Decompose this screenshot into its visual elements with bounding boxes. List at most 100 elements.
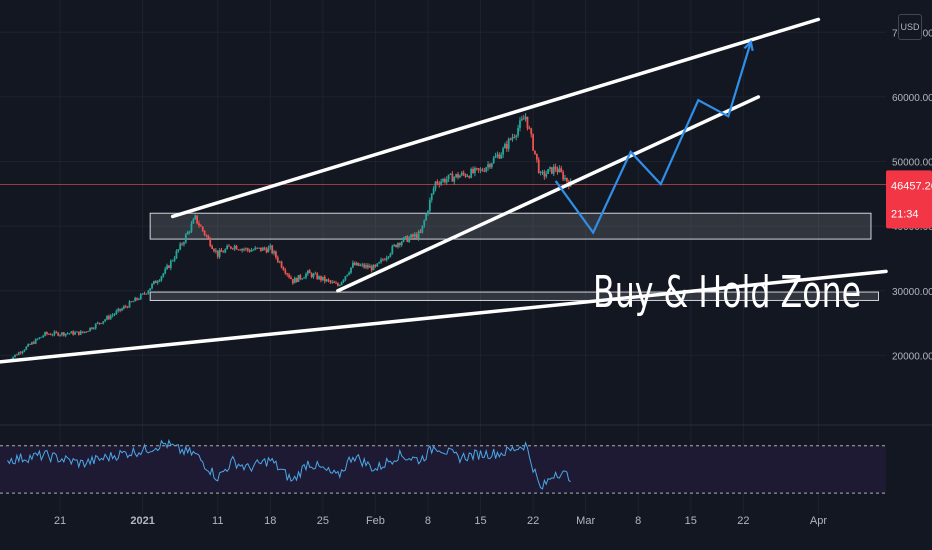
candle [455, 173, 458, 179]
candle-body [177, 249, 180, 252]
candle-body [168, 265, 170, 268]
candle-body [153, 281, 155, 284]
candle [522, 114, 525, 120]
candle-body [541, 171, 544, 173]
candle [348, 271, 351, 276]
candle-body [201, 226, 204, 231]
candle [338, 284, 341, 287]
candle [410, 233, 412, 239]
candle-body [186, 231, 189, 235]
candle [87, 330, 90, 332]
candle [199, 224, 202, 227]
candle-body [509, 138, 512, 140]
candle [293, 276, 296, 284]
candle-body [410, 234, 412, 238]
candle-body [181, 243, 183, 245]
time-axis[interactable]: 21 2021 11 18 25 Feb 8 15 22 Mar 8 15 22 Apr [54, 515, 827, 527]
candle-body [288, 274, 290, 278]
candle-body [549, 167, 551, 170]
candle [483, 167, 486, 173]
candle [398, 242, 401, 248]
candle [376, 263, 379, 267]
candle [336, 282, 339, 287]
candle [115, 309, 118, 315]
candle [470, 167, 473, 179]
candle [168, 265, 170, 269]
candle [443, 177, 446, 184]
candle [166, 263, 168, 270]
candle [109, 314, 112, 321]
candle [211, 244, 214, 250]
candle [258, 247, 260, 249]
candle [295, 277, 298, 283]
candle [321, 276, 324, 281]
currency-button[interactable]: USD [898, 14, 922, 40]
candle-body [256, 247, 259, 249]
candle [128, 300, 131, 308]
candle [509, 137, 512, 141]
candle [72, 330, 75, 336]
candle-body [14, 354, 16, 357]
candle [299, 273, 302, 281]
badge-background [886, 170, 932, 229]
candle-body [336, 283, 339, 286]
candle-body [372, 264, 375, 271]
candle-body [535, 153, 538, 160]
trend-lines [0, 17, 888, 364]
candle [306, 269, 309, 276]
candle-body [130, 301, 133, 303]
candle [515, 134, 518, 141]
y-tick-label: 20000.00 [892, 351, 932, 362]
candle-body [543, 171, 546, 177]
candle [325, 279, 328, 283]
candle-body [34, 339, 37, 344]
candle-body [224, 249, 227, 253]
x-tick-label: Feb [366, 515, 385, 527]
candle-body [214, 250, 217, 252]
candle [494, 152, 497, 159]
candle [66, 332, 69, 335]
candle [335, 280, 337, 284]
candle-body [293, 277, 296, 284]
candle [169, 259, 172, 271]
candle-body [556, 169, 559, 173]
candle-body [504, 144, 506, 149]
candle-body [329, 280, 332, 283]
candle [475, 167, 478, 171]
candle-body [443, 178, 446, 183]
candle [329, 279, 332, 284]
candle [496, 151, 499, 159]
candle [524, 113, 527, 122]
candle [513, 134, 516, 139]
candle [220, 247, 223, 252]
candle-body [528, 128, 531, 130]
candle-body [458, 175, 461, 178]
candle [520, 115, 523, 122]
candle-body [421, 225, 424, 233]
candle [100, 323, 103, 325]
candle [261, 246, 264, 251]
candle-body [524, 116, 527, 120]
candle [550, 167, 553, 175]
candle-body [517, 127, 519, 136]
candle-body [44, 332, 46, 336]
candle-body [265, 249, 268, 253]
candle [136, 297, 138, 301]
candle-body [286, 273, 289, 275]
candle [117, 307, 120, 313]
candle [181, 242, 183, 246]
x-tick-label: Mar [576, 515, 595, 527]
candle-body [308, 270, 311, 274]
candle [556, 166, 559, 175]
candle [269, 243, 272, 250]
candle-body [340, 281, 343, 286]
candle-body [400, 241, 403, 246]
candle [385, 255, 388, 262]
candle-body [61, 332, 63, 335]
candle [55, 330, 58, 334]
candle [430, 193, 433, 203]
candle [353, 261, 356, 266]
candle [256, 247, 259, 250]
candle-body [445, 179, 448, 183]
